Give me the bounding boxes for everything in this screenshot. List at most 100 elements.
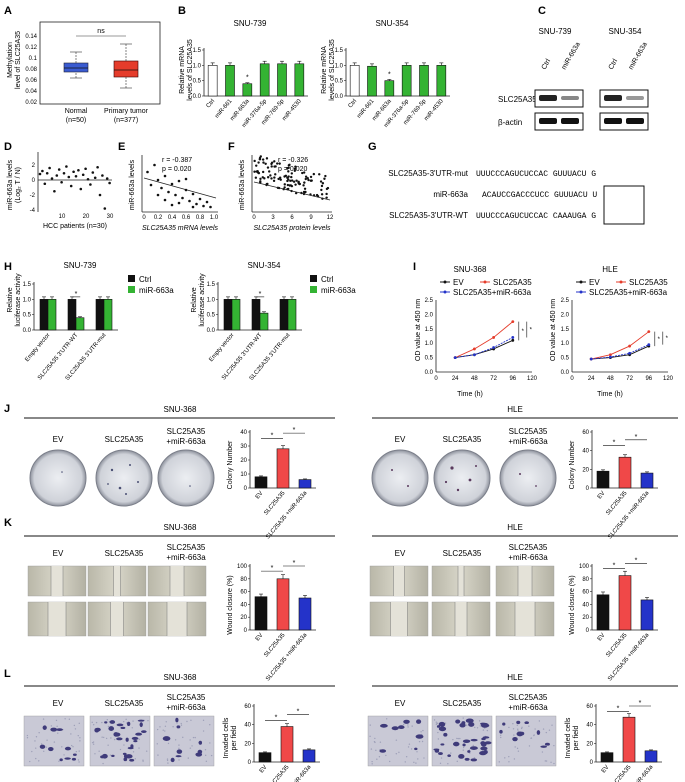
- pore: [187, 757, 189, 759]
- panel-e: E miR-663a levels r = -0.387 p = 0.020 0…: [118, 141, 219, 232]
- panel-label-b: B: [178, 5, 186, 17]
- pore: [26, 736, 29, 739]
- pore: [407, 726, 409, 728]
- pore: [553, 744, 555, 747]
- invaded-cell: [470, 758, 478, 762]
- y-tick-label: 0: [586, 486, 590, 492]
- scatter-point: [289, 184, 293, 187]
- scatter-point: [41, 169, 44, 173]
- scatter-point: [74, 174, 78, 178]
- panel-b2-ylabel-1: Relative mRNA: [321, 46, 328, 94]
- pore: [178, 747, 180, 749]
- bar: [242, 83, 253, 97]
- pore: [174, 739, 177, 741]
- scatter-point: [276, 162, 279, 165]
- scatter-point: [297, 180, 300, 183]
- pore: [479, 725, 481, 727]
- data-point: [473, 353, 476, 357]
- y-tick-label: 0.5: [207, 313, 216, 319]
- pore: [486, 729, 489, 732]
- scatter-point: [318, 173, 321, 176]
- scatter-point: [177, 179, 181, 183]
- pore: [35, 757, 37, 760]
- scatter-point: [288, 163, 291, 167]
- pore: [189, 739, 191, 741]
- y-tick-label: 60: [582, 590, 589, 596]
- data-point: [609, 353, 612, 357]
- pore: [92, 743, 95, 745]
- scatter-point: [270, 162, 273, 166]
- panel-label-j: J: [4, 403, 10, 415]
- panel-label-f: F: [228, 141, 235, 153]
- scatter-point: [265, 157, 269, 160]
- y-tick-label: 2.5: [425, 298, 434, 304]
- pore: [55, 719, 58, 722]
- bar: [294, 63, 305, 97]
- pore: [38, 732, 40, 734]
- scatter-point: [286, 183, 290, 187]
- panel-h-ylabel-1: Relative: [7, 287, 14, 312]
- pore: [31, 750, 33, 753]
- band: [561, 96, 579, 100]
- y-tick-label: 1.5: [335, 48, 344, 54]
- invaded-cell: [39, 744, 46, 749]
- wound-gap: [390, 602, 408, 636]
- legend-label: SLC25A35+miR-663a: [589, 288, 668, 297]
- scatter-point: [96, 165, 99, 169]
- invaded-cell: [48, 747, 54, 752]
- wound-gap: [113, 566, 121, 596]
- data-point: [511, 336, 515, 339]
- legend-marker: [579, 280, 583, 284]
- label-slc-mir-4: +miR-663a: [508, 437, 548, 446]
- scatter-point: [53, 189, 56, 193]
- sig-star: *: [522, 329, 525, 335]
- pore: [78, 761, 80, 763]
- panel-k-right-title: HLE: [507, 523, 523, 532]
- band: [539, 118, 557, 124]
- pore: [110, 737, 112, 739]
- pore: [528, 725, 530, 727]
- label-slc-2: SLC25A35: [443, 699, 482, 708]
- scatter-point: [292, 180, 296, 183]
- pore: [545, 731, 548, 734]
- band: [539, 95, 557, 101]
- sig-star: *: [613, 563, 616, 570]
- scatter-point: [57, 168, 61, 171]
- panel-f-xtick: 3: [271, 215, 275, 221]
- pore: [204, 754, 207, 757]
- y-tick-label: 0.0: [207, 328, 216, 334]
- wound-gap: [48, 602, 66, 636]
- panel-a-ylabel-2: level of SLC25A35: [15, 31, 22, 89]
- pore: [550, 761, 552, 764]
- y-tick-label: 1.0: [561, 341, 570, 347]
- scatter-point: [205, 200, 209, 204]
- scatter-point: [283, 175, 286, 178]
- pore: [64, 718, 66, 720]
- bar: [277, 63, 287, 97]
- scatter-point: [202, 204, 205, 208]
- data-point: [609, 355, 612, 359]
- data-point: [628, 351, 631, 355]
- legend-label: SLC25A35+miR-663a: [453, 288, 532, 297]
- transwell-image: [23, 715, 85, 767]
- panel-l-left-condition-labels: EV SLC25A35 SLC25A35 +miR-663a: [53, 693, 207, 712]
- invaded-cell: [116, 737, 123, 741]
- y-tick-label: 1.0: [335, 63, 344, 69]
- scatter-point: [302, 184, 305, 187]
- x-tick-label: SLC25A35 +miR-663a: [265, 632, 309, 682]
- panel-d-ytick: -4: [30, 208, 36, 214]
- pore: [417, 758, 419, 760]
- x-tick-label: SLC25A35: [605, 490, 629, 517]
- y-tick-label: 80: [240, 577, 247, 583]
- group-tumor-name: Primary tumor: [104, 108, 149, 115]
- pore: [105, 737, 108, 740]
- pore: [132, 720, 134, 722]
- panel-k-left-title: SNU-368: [164, 523, 197, 532]
- panel-a-plot-frame: [39, 21, 161, 105]
- y-tick-label: 1.5: [425, 327, 434, 333]
- scatter-point: [89, 183, 92, 186]
- data-point: [511, 320, 515, 323]
- invaded-cell: [465, 718, 474, 723]
- pore: [545, 760, 548, 762]
- scatter-point: [69, 184, 73, 188]
